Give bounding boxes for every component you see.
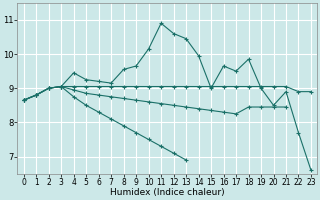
X-axis label: Humidex (Indice chaleur): Humidex (Indice chaleur) — [110, 188, 225, 197]
